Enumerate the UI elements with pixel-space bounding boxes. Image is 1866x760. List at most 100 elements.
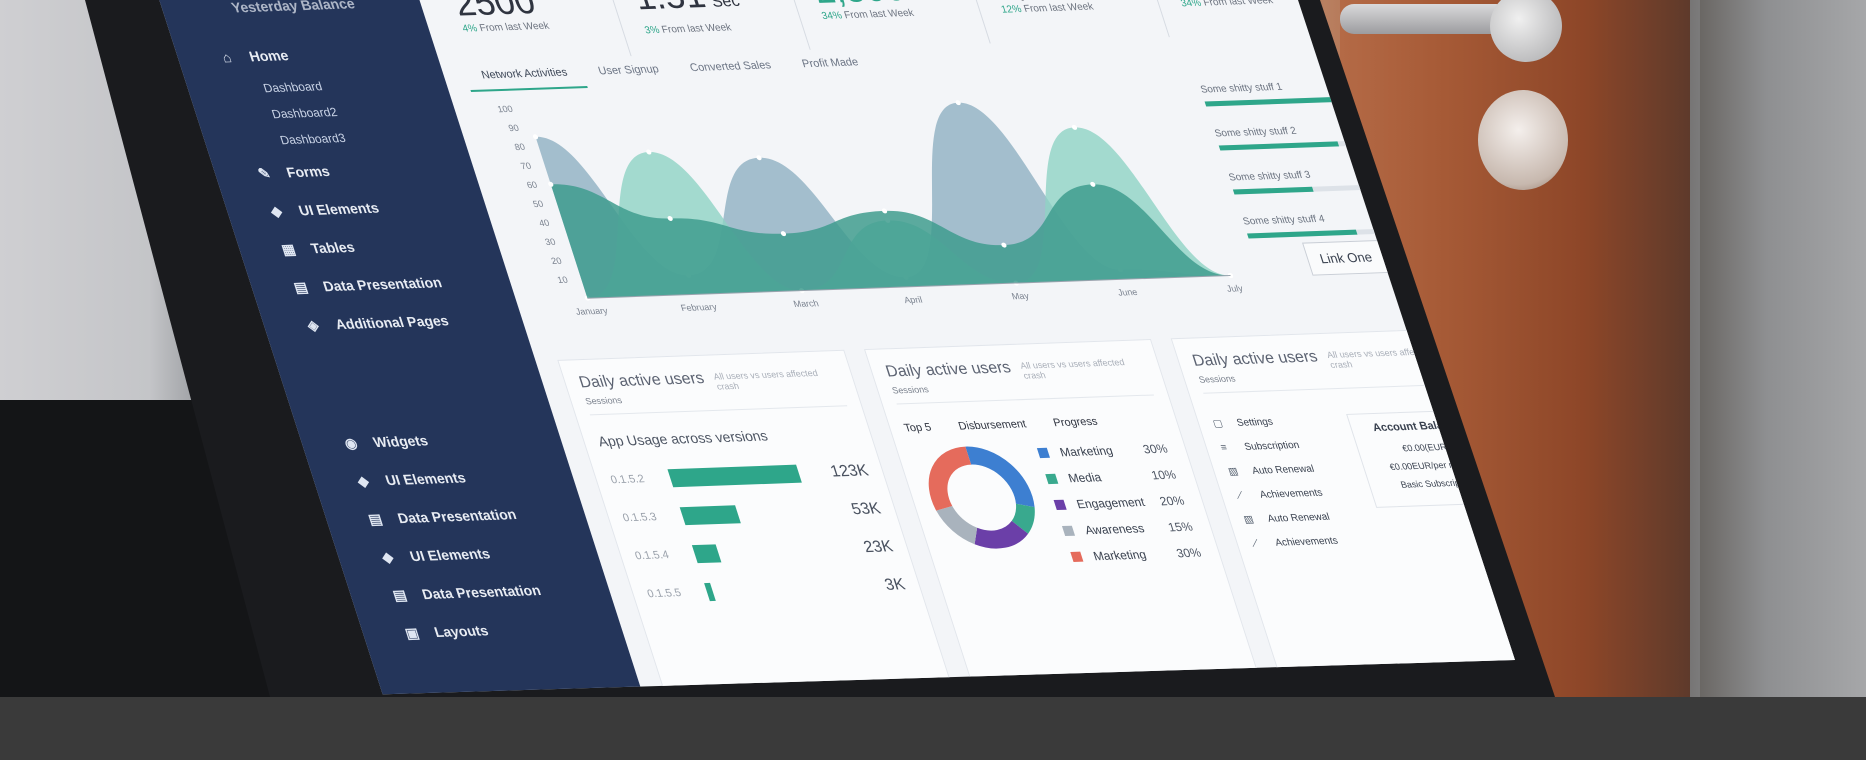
version-label: 0.1.5.4 xyxy=(633,549,671,563)
sidebar-item-label: UI Elements xyxy=(296,199,381,219)
y-tick-label: 70 xyxy=(519,161,532,171)
stat-card: 2500 4% From last Week xyxy=(422,0,630,62)
image-icon: ▨ xyxy=(1226,465,1240,478)
door-handle-rose xyxy=(1490,0,1562,62)
top5-header: Top 5 Disbursement Progress xyxy=(902,413,1164,435)
tab-user-signup[interactable]: User Signup xyxy=(596,63,661,78)
stat-change-text: From last Week xyxy=(1022,1,1096,15)
data-point xyxy=(881,208,888,214)
stat-change-pct: 34% xyxy=(1179,0,1203,10)
stat-card: 1.51Sec 3% From last Week xyxy=(600,0,810,57)
brand: Yesterday Balance xyxy=(229,0,357,16)
area-chart: 100 90 80 70 60 50 40 30 20 10 January February Marc… xyxy=(474,75,1260,330)
stat-number: 2500 xyxy=(447,0,541,24)
tab-network-activities[interactable]: Network Activities xyxy=(461,57,589,93)
pages-icon: ◈ xyxy=(304,316,321,334)
donut-slice xyxy=(1011,503,1035,534)
panels: Daily active users All users vs users af… xyxy=(557,327,1515,697)
stat-change-pct: 34% xyxy=(820,10,844,23)
legend-label: Engagement xyxy=(1074,494,1147,512)
stat-change-text: From last Week xyxy=(1201,0,1275,9)
legend-percent: 30% xyxy=(1141,441,1170,457)
donut-slice xyxy=(928,446,972,511)
usage-value: 123K xyxy=(828,462,871,481)
sidebar-item-label: Home xyxy=(246,47,291,65)
legend-percent: 10% xyxy=(1149,467,1178,483)
donut-chart xyxy=(928,446,1035,549)
sidebar-item-label: UI Elements xyxy=(383,469,468,489)
sidebar-item-label: Widgets xyxy=(371,432,430,451)
x-axis xyxy=(587,275,1231,299)
chart-icon: ▤ xyxy=(366,510,385,528)
settings-item-label: Achievements xyxy=(1273,535,1340,549)
sidebar-item-label: Data Presentation xyxy=(395,505,519,527)
donut-section: Marketing 30% Media 10% Engagement 20% Awarene… xyxy=(910,435,1209,574)
y-tick-label: 20 xyxy=(550,256,563,266)
top5-header-cell: Top 5 xyxy=(902,421,934,435)
stat-number: 1.51 xyxy=(627,0,710,17)
y-tick-label: 80 xyxy=(513,142,526,152)
data-point xyxy=(756,155,762,161)
tab-profit-made[interactable]: Profit Made xyxy=(800,56,860,71)
app-usage-title: App Usage across versions xyxy=(595,427,770,450)
progress-fill xyxy=(1232,186,1314,195)
table-icon: ▦ xyxy=(279,240,298,258)
top5-header-cell: Progress xyxy=(1051,415,1100,430)
progress-fill xyxy=(1218,141,1340,151)
sidebar-item-label: Data Presentation xyxy=(320,274,444,295)
sidebar-item-label: UI Elements xyxy=(407,545,493,565)
laptop-screen: Yesterday Balance ⌂ Home Dashboard Dashboar… xyxy=(140,0,1515,697)
legend-swatch xyxy=(1061,525,1076,537)
legend-item: Marketing 30% xyxy=(1068,539,1205,570)
top5-header-cell: Disbursement xyxy=(956,418,1028,433)
ui-icon: ◆ xyxy=(268,202,285,220)
door-lock xyxy=(1478,90,1568,190)
calendar-icon: ▢ xyxy=(1211,417,1225,430)
door-handle xyxy=(1340,4,1510,34)
sidebar-item-label: Tables xyxy=(308,238,357,257)
version-label: 0.1.5.5 xyxy=(645,587,683,601)
tab-converted-sales[interactable]: Converted Sales xyxy=(688,59,773,75)
edit-icon: ✎ xyxy=(255,164,273,182)
panel-note: All users vs users affected crash xyxy=(1018,357,1126,381)
sidebar-item-label: Forms xyxy=(284,162,332,181)
usage-bar xyxy=(679,505,741,526)
legend-label: Marketing xyxy=(1091,547,1149,564)
chart-line-icon: ⟋ xyxy=(1249,537,1261,550)
usage-value: 23K xyxy=(861,538,896,557)
y-tick-label: 100 xyxy=(496,104,514,114)
stat-change-pct: 3% xyxy=(643,24,662,37)
app-usage-list: 0.1.5.2 123K 0.1.5.3 53K 0.1.5.4 23K 0.1.5.5 3K xyxy=(605,452,911,613)
sidebar-item[interactable]: ▣ Layouts xyxy=(397,607,627,653)
area-series-3 xyxy=(550,184,1231,299)
stat-change-pct: 4% xyxy=(461,23,479,35)
x-tick-label: January xyxy=(574,306,609,317)
donut-slice xyxy=(965,446,1035,508)
settings-item-label: Auto Renewal xyxy=(1265,511,1332,525)
usage-value: 3K xyxy=(882,576,908,594)
stat-card: Total Females4,56712% From last Week xyxy=(959,0,1169,44)
legend-label: Marketing xyxy=(1058,443,1115,460)
list-icon: ≡ xyxy=(1219,441,1229,454)
donut-slice xyxy=(936,505,978,545)
link-button-1[interactable]: Link One xyxy=(1302,239,1390,276)
stat-unit: Sec xyxy=(709,0,742,11)
usage-bar xyxy=(667,464,802,488)
x-tick-label: July xyxy=(1225,283,1244,293)
legend-percent: 20% xyxy=(1157,493,1187,509)
progress-fill xyxy=(1247,229,1358,239)
legend-swatch xyxy=(1045,473,1059,485)
version-label: 0.1.5.2 xyxy=(609,473,647,487)
stat-change-pct: 12% xyxy=(999,3,1024,16)
stat-change-text: From last Week xyxy=(842,7,916,22)
y-tick-label: 60 xyxy=(525,180,538,190)
x-tick-label: February xyxy=(679,302,718,313)
data-point xyxy=(955,100,961,106)
data-point xyxy=(1227,273,1234,279)
legend-percent: 15% xyxy=(1166,519,1195,535)
x-tick-label: April xyxy=(903,295,924,305)
panel-subtitle: Sessions xyxy=(583,387,848,416)
stat-change-text: From last Week xyxy=(660,22,733,36)
panel-subtitle: Sessions xyxy=(890,376,1155,405)
